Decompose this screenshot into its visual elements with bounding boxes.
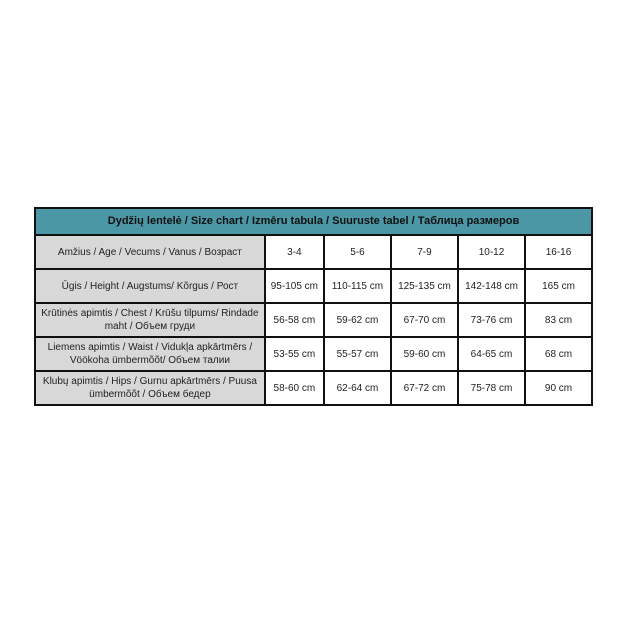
table-cell: 95-105 cm bbox=[263, 268, 325, 304]
table-title: Dydžių lentelė / Size chart / Izmēru tab… bbox=[34, 207, 593, 236]
table-header-row: Dydžių lentelė / Size chart / Izmēru tab… bbox=[34, 207, 593, 236]
table-cell: 3-4 bbox=[263, 234, 325, 270]
table-cell: 64-65 cm bbox=[456, 336, 527, 372]
row-label: Klubų apimtis / Hips / Gurnu apkārtmērs … bbox=[34, 370, 266, 406]
row-label: Amžius / Age / Vecums / Vanus / Возраст bbox=[34, 234, 266, 270]
table-cell: 142-148 cm bbox=[456, 268, 527, 304]
table-row: Ūgis / Height / Augstums/ Kõrgus / Рост 9… bbox=[34, 268, 593, 304]
table-cell: 67-70 cm bbox=[389, 302, 459, 338]
row-label: Ūgis / Height / Augstums/ Kõrgus / Рост bbox=[34, 268, 266, 304]
table-cell: 58-60 cm bbox=[263, 370, 325, 406]
table-cell: 7-9 bbox=[389, 234, 459, 270]
table-cell: 165 cm bbox=[524, 268, 593, 304]
table-cell: 56-58 cm bbox=[263, 302, 325, 338]
table-cell: 90 cm bbox=[524, 370, 593, 406]
table-cell: 67-72 cm bbox=[389, 370, 459, 406]
table-cell: 83 cm bbox=[524, 302, 593, 338]
table-row: Liemens apimtis / Waist / Vidukļa apkārt… bbox=[34, 336, 593, 372]
table-cell: 59-62 cm bbox=[322, 302, 392, 338]
table-cell: 55-57 cm bbox=[322, 336, 392, 372]
table-row: Krūtinės apimtis / Chest / Krūšu tilpums… bbox=[34, 302, 593, 338]
table-cell: 5-6 bbox=[322, 234, 392, 270]
table-cell: 73-76 cm bbox=[456, 302, 527, 338]
table-cell: 62-64 cm bbox=[322, 370, 392, 406]
table-row: Amžius / Age / Vecums / Vanus / Возраст 3… bbox=[34, 234, 593, 270]
row-label: Liemens apimtis / Waist / Vidukļa apkārt… bbox=[34, 336, 266, 372]
table-cell: 75-78 cm bbox=[456, 370, 527, 406]
table-cell: 10-12 bbox=[456, 234, 527, 270]
table-cell: 125-135 cm bbox=[389, 268, 459, 304]
table-row: Klubų apimtis / Hips / Gurnu apkārtmērs … bbox=[34, 370, 593, 406]
table-cell: 16-16 bbox=[524, 234, 593, 270]
size-chart-table: Dydžių lentelė / Size chart / Izmēru tab… bbox=[34, 207, 593, 406]
table-cell: 110-115 cm bbox=[322, 268, 392, 304]
row-label: Krūtinės apimtis / Chest / Krūšu tilpums… bbox=[34, 302, 266, 338]
table-cell: 53-55 cm bbox=[263, 336, 325, 372]
table-cell: 59-60 cm bbox=[389, 336, 459, 372]
table-cell: 68 cm bbox=[524, 336, 593, 372]
